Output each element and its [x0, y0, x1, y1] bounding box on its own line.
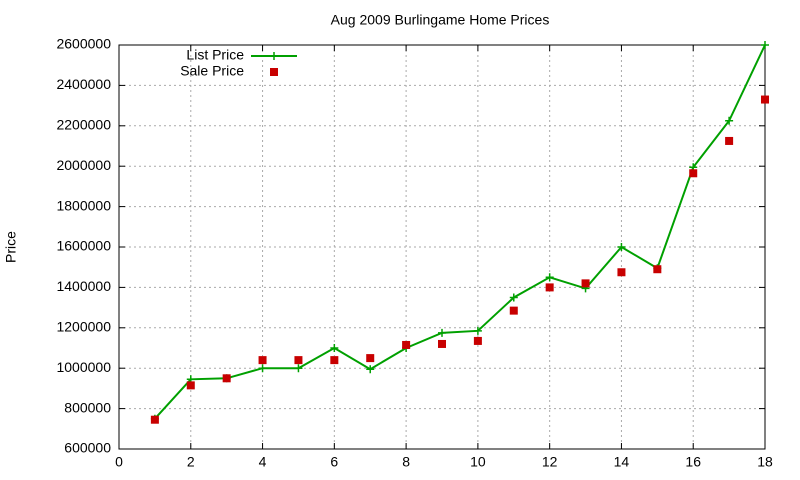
y-tick-label: 1000000 [56, 359, 111, 375]
y-tick-label: 1200000 [56, 319, 111, 335]
data-point [653, 265, 662, 274]
data-point [509, 306, 518, 315]
data-point [689, 169, 698, 178]
data-point [761, 95, 769, 104]
data-point [150, 415, 159, 424]
data-point [438, 328, 446, 337]
x-tick-label: 18 [757, 454, 773, 470]
y-tick-label: 800000 [64, 399, 111, 415]
x-tick-label: 14 [614, 454, 630, 470]
data-point [258, 356, 267, 365]
y-tick-label: 600000 [64, 440, 111, 456]
data-point [258, 364, 267, 373]
legend-marker [270, 52, 278, 60]
data-point [186, 381, 195, 390]
data-point [545, 283, 554, 292]
data-point [725, 136, 734, 145]
data-point [617, 243, 626, 251]
data-point [330, 344, 339, 352]
x-tick-label: 2 [187, 454, 195, 470]
data-point [402, 340, 411, 349]
plot-border [118, 44, 766, 450]
data-point [473, 336, 482, 345]
data-point [725, 116, 734, 125]
x-tick-label: 10 [470, 454, 486, 470]
data-point [366, 354, 375, 363]
legend-label: Sale Price [180, 63, 244, 79]
x-tick-label: 6 [330, 454, 338, 470]
legend-label: List Price [186, 47, 244, 63]
x-tick-label: 12 [542, 454, 558, 470]
y-axis-label: Price [3, 231, 19, 263]
data-point [222, 374, 231, 383]
data-point [330, 356, 339, 365]
data-point [509, 293, 518, 302]
y-tick-label: 2400000 [56, 76, 111, 92]
data-point [294, 364, 303, 373]
y-tick-label: 1800000 [56, 197, 111, 213]
y-tick-label: 2600000 [56, 36, 111, 52]
data-point [761, 41, 769, 49]
y-tick-label: 1400000 [56, 278, 111, 294]
y-tick-label: 1600000 [56, 238, 111, 254]
series-line [154, 44, 766, 420]
data-point [294, 356, 303, 365]
data-point [438, 339, 446, 348]
data-point [545, 273, 554, 282]
y-tick-label: 2200000 [56, 117, 111, 133]
data-point [473, 326, 482, 335]
data-point [366, 365, 375, 374]
chart-title: Aug 2009 Burlingame Home Prices [331, 12, 550, 28]
x-tick-label: 4 [259, 454, 267, 470]
data-point [581, 279, 590, 288]
legend-marker [270, 68, 278, 76]
y-tick-label: 2000000 [56, 157, 111, 173]
data-point [617, 268, 626, 277]
x-tick-label: 8 [402, 454, 410, 470]
x-tick-label: 16 [685, 454, 701, 470]
x-tick-label: 0 [115, 454, 123, 470]
